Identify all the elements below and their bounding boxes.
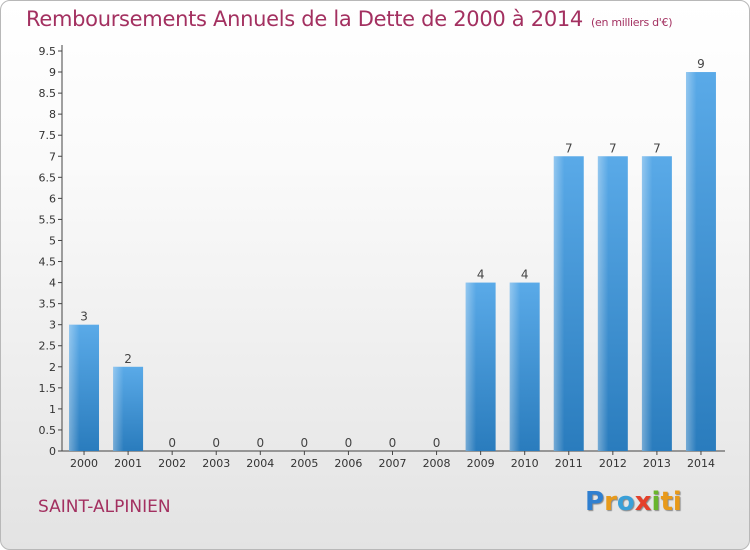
bar-highlight [113,366,124,451]
y-tick-label: 1.5 [39,382,57,395]
y-tick-label: 6 [49,192,56,205]
x-tick-label: 2008 [423,457,451,470]
logo-letter: r [604,487,617,517]
logo-letter: o [616,487,635,517]
y-tick-label: 2.5 [39,340,57,353]
chart-title-text: Remboursements Annuels de la Dette de 20… [26,7,583,31]
y-tick-label: 7 [49,150,56,163]
data-label: 0 [256,436,264,450]
y-tick-label: 9 [49,66,56,79]
bars [69,72,716,451]
bar-highlight [69,324,80,451]
chart-subtitle: (en milliers d'€) [591,16,673,29]
logo-letter: i [651,487,661,517]
y-tick-label: 5 [49,234,56,247]
x-tick-label: 2014 [687,457,715,470]
data-label: 4 [477,268,485,282]
logo-letter: x [634,487,652,517]
x-tick-label: 2003 [202,457,230,470]
data-label: 7 [653,141,661,155]
x-tick-label: 2013 [643,457,671,470]
data-label: 7 [609,141,617,155]
x-tick-label: 2002 [158,457,186,470]
logo-letter: P [585,487,605,517]
bar-highlight [685,72,697,451]
data-label: 0 [212,436,220,450]
data-label: 0 [168,436,176,450]
y-tick-label: 3.5 [39,298,57,311]
data-label: 7 [565,141,573,155]
x-tick-label: 2010 [511,457,539,470]
data-label: 0 [345,436,353,450]
y-tick-label: 0.5 [39,424,57,437]
y-tick-label: 2 [49,361,56,374]
data-label: 0 [389,436,397,450]
x-tick-label: 2007 [379,457,407,470]
data-labels: 3 2 0 0 0 0 0 0 0 4 4 7 7 7 9 [80,57,705,450]
data-label: 2 [124,352,132,366]
data-label: 0 [433,436,441,450]
x-tick-label: 2005 [290,457,318,470]
y-tick-label: 1 [49,403,56,416]
x-tick-label: 2004 [246,457,274,470]
data-label: 0 [301,436,309,450]
bar-highlight [465,282,477,451]
chart-title: Remboursements Annuels de la Dette de 20… [26,7,672,31]
y-tick-label: 7.5 [39,129,57,142]
x-tick-label: 2011 [555,457,583,470]
axes: 0 0.5 1 1.5 2 2.5 3 3.5 4 4.5 5 5.5 6 6.5 7 7.5 8 8.5 9 9.5… [39,45,725,470]
logo-letter: ti [660,487,682,517]
x-tick-label: 2012 [599,457,627,470]
x-tick-label: 2001 [114,457,142,470]
bar-highlight [509,282,521,451]
y-tick-label: 9.5 [39,45,57,58]
data-label: 9 [697,57,705,71]
bar-highlight [553,156,565,451]
y-tick-label: 8.5 [39,87,57,100]
data-label: 3 [80,310,88,324]
y-tick-label: 5.5 [39,213,57,226]
y-tick-label: 3 [49,319,56,332]
bar-highlight [597,156,609,451]
data-label: 4 [521,268,529,282]
town-name: SAINT-ALPINIEN [38,497,171,517]
y-tick-label: 4.5 [39,256,57,269]
proxiti-logo: Proxiti [585,487,682,517]
y-tick-label: 8 [49,108,56,121]
x-tick-label: 2000 [70,457,98,470]
y-tick-label: 0 [49,445,56,458]
y-tick-label: 4 [49,277,56,290]
y-tick-label: 6.5 [39,171,57,184]
bar-highlight [641,156,653,451]
x-tick-label: 2006 [334,457,362,470]
x-tick-label: 2009 [467,457,495,470]
